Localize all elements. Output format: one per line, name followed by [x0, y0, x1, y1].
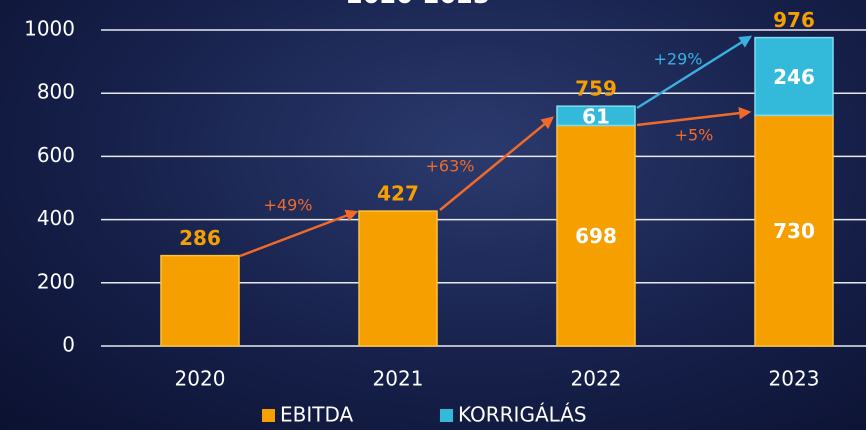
x-tick-label: 2022 — [571, 367, 622, 391]
x-tick-label: 2023 — [769, 367, 820, 391]
legend-label: EBITDA — [280, 403, 354, 427]
bar-segment — [556, 124, 636, 347]
data-label: 730 — [773, 219, 815, 243]
x-tick-label: 2020 — [175, 367, 226, 391]
y-tick-label: 600 — [37, 143, 75, 167]
total-label: 427 — [377, 182, 419, 206]
growth-arrow — [636, 106, 752, 127]
y-tick-label: 0 — [62, 333, 75, 357]
total-label: 286 — [179, 226, 221, 250]
bar-segment — [754, 36, 834, 117]
legend-swatch — [440, 409, 453, 422]
total-label: 976 — [773, 8, 815, 32]
bar-segment — [754, 114, 834, 347]
y-tick-label: 1000 — [24, 17, 75, 41]
annotation: +29% — [654, 50, 703, 69]
annotation: +49% — [264, 196, 313, 215]
data-label: 61 — [582, 104, 610, 128]
total-label: 759 — [575, 77, 617, 101]
bar-segment — [556, 105, 636, 127]
x-tick-label: 2021 — [373, 367, 424, 391]
data-label: 698 — [575, 224, 617, 248]
bar-segment — [358, 210, 438, 347]
y-tick-label: 400 — [37, 206, 75, 230]
y-tick-label: 800 — [37, 80, 75, 104]
y-tick-label: 200 — [37, 269, 75, 293]
bar-segment — [160, 254, 240, 347]
growth-arrow — [239, 209, 359, 258]
legend-label: KORRIGÁLÁS — [458, 403, 587, 427]
chart-title: 2020-2023 — [346, 0, 490, 9]
data-label: 246 — [773, 65, 815, 89]
growth-arrow — [439, 116, 554, 211]
growth-arrow — [636, 35, 753, 110]
annotation: +5% — [675, 126, 714, 145]
annotation: +63% — [426, 157, 475, 176]
legend-swatch — [262, 409, 275, 422]
